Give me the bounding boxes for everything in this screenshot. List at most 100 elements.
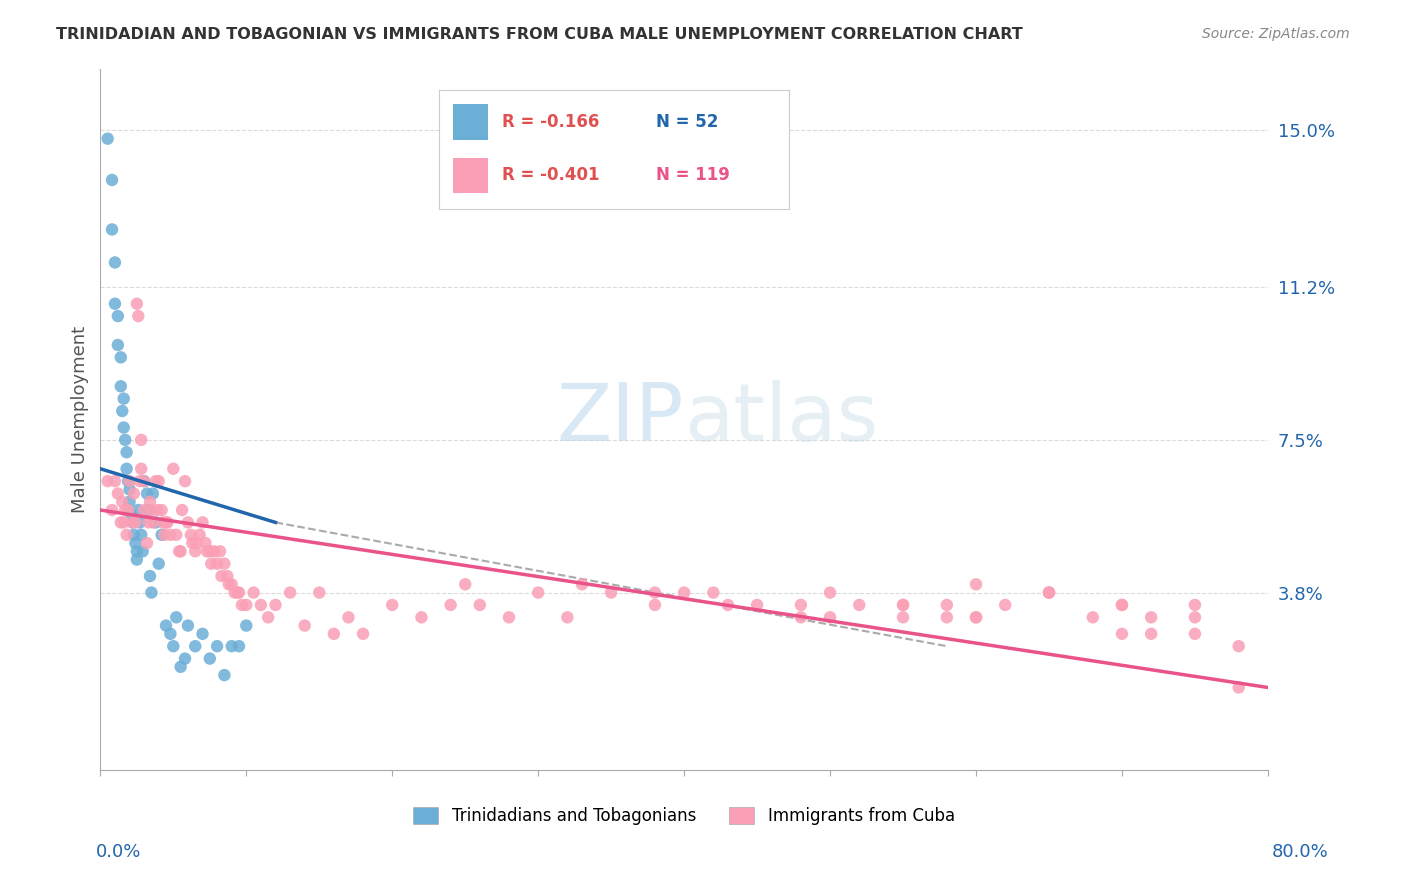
Point xyxy=(165,528,187,542)
Point xyxy=(208,544,231,558)
Point xyxy=(148,557,170,571)
Point xyxy=(257,610,280,624)
Point xyxy=(139,495,162,509)
Point xyxy=(115,462,138,476)
Point xyxy=(235,598,257,612)
Point xyxy=(557,610,579,624)
Point xyxy=(127,309,149,323)
Point xyxy=(107,338,129,352)
Point xyxy=(191,627,214,641)
Point xyxy=(125,296,148,310)
Point xyxy=(125,544,148,558)
Point xyxy=(1184,627,1206,641)
Point xyxy=(97,131,120,145)
Point xyxy=(848,598,870,612)
Point xyxy=(527,585,550,599)
Point xyxy=(120,507,142,521)
Point xyxy=(188,528,211,542)
Point xyxy=(221,577,243,591)
Point xyxy=(128,474,150,488)
Point xyxy=(112,392,135,406)
Point xyxy=(127,503,149,517)
Point xyxy=(138,503,160,517)
Point xyxy=(702,585,724,599)
Point xyxy=(150,528,173,542)
Point xyxy=(114,433,136,447)
Point xyxy=(165,610,187,624)
Text: Source: ZipAtlas.com: Source: ZipAtlas.com xyxy=(1202,27,1350,41)
Point xyxy=(242,585,264,599)
Point xyxy=(1227,681,1250,695)
Point xyxy=(174,474,197,488)
Point xyxy=(278,585,301,599)
Point xyxy=(818,585,841,599)
Point xyxy=(202,544,225,558)
Point xyxy=(439,598,461,612)
Point xyxy=(110,379,132,393)
Point xyxy=(97,474,120,488)
Point xyxy=(498,610,520,624)
Point xyxy=(118,474,141,488)
Point xyxy=(644,585,666,599)
Point xyxy=(107,486,129,500)
Point xyxy=(264,598,287,612)
Point xyxy=(134,474,156,488)
Point xyxy=(169,660,191,674)
Point xyxy=(115,445,138,459)
Point xyxy=(169,544,191,558)
Point xyxy=(1081,610,1104,624)
Point xyxy=(136,536,159,550)
Y-axis label: Male Unemployment: Male Unemployment xyxy=(72,326,89,513)
Point xyxy=(228,639,250,653)
Point xyxy=(644,598,666,612)
Point xyxy=(129,433,152,447)
Point xyxy=(125,552,148,566)
Point xyxy=(142,486,165,500)
Point xyxy=(717,598,740,612)
Point xyxy=(112,516,135,530)
Point xyxy=(352,627,374,641)
Point xyxy=(134,474,156,488)
Point xyxy=(218,577,240,591)
Text: ZIP: ZIP xyxy=(557,380,685,458)
Point xyxy=(1227,639,1250,653)
Point xyxy=(128,516,150,530)
Point xyxy=(235,618,257,632)
Point xyxy=(571,577,593,591)
Text: 80.0%: 80.0% xyxy=(1272,843,1329,861)
Point xyxy=(142,516,165,530)
Point xyxy=(131,544,153,558)
Point xyxy=(118,483,141,497)
Point xyxy=(200,557,222,571)
Point xyxy=(745,598,768,612)
Point xyxy=(790,598,813,612)
Point xyxy=(153,528,176,542)
Point xyxy=(217,569,239,583)
Point xyxy=(156,516,179,530)
Point xyxy=(117,474,139,488)
Point xyxy=(101,173,124,187)
Point xyxy=(186,536,208,550)
Point xyxy=(145,474,167,488)
Point xyxy=(124,516,146,530)
Point xyxy=(172,503,194,517)
Point xyxy=(104,474,127,488)
Point xyxy=(211,569,233,583)
Point xyxy=(818,610,841,624)
Point xyxy=(198,651,221,665)
Point xyxy=(1184,598,1206,612)
Point xyxy=(115,528,138,542)
Point xyxy=(152,516,174,530)
Point xyxy=(180,528,202,542)
Point xyxy=(159,528,181,542)
Point xyxy=(1184,610,1206,624)
Point xyxy=(155,516,177,530)
Text: 0.0%: 0.0% xyxy=(96,843,141,861)
Point xyxy=(122,528,145,542)
Point xyxy=(134,503,156,517)
Point xyxy=(224,585,246,599)
Point xyxy=(195,544,218,558)
Point xyxy=(155,618,177,632)
Point xyxy=(122,486,145,500)
Point xyxy=(1038,585,1060,599)
